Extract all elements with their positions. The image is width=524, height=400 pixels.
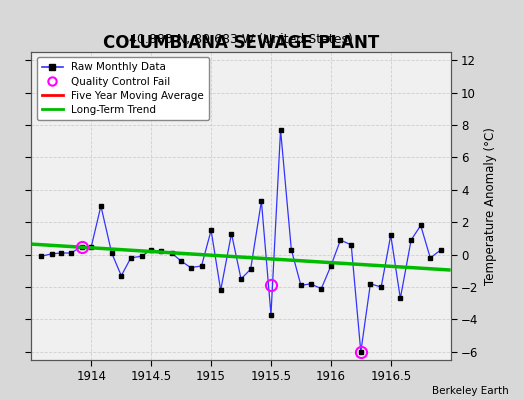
Y-axis label: Temperature Anomaly (°C): Temperature Anomaly (°C) bbox=[484, 127, 497, 285]
Title: COLUMBIANA SEWAGE PLANT: COLUMBIANA SEWAGE PLANT bbox=[103, 34, 379, 52]
Legend: Raw Monthly Data, Quality Control Fail, Five Year Moving Average, Long-Term Tren: Raw Monthly Data, Quality Control Fail, … bbox=[37, 57, 209, 120]
Text: Berkeley Earth: Berkeley Earth bbox=[432, 386, 508, 396]
Text: 40.883 N, 80.683 W (United States): 40.883 N, 80.683 W (United States) bbox=[129, 33, 353, 46]
